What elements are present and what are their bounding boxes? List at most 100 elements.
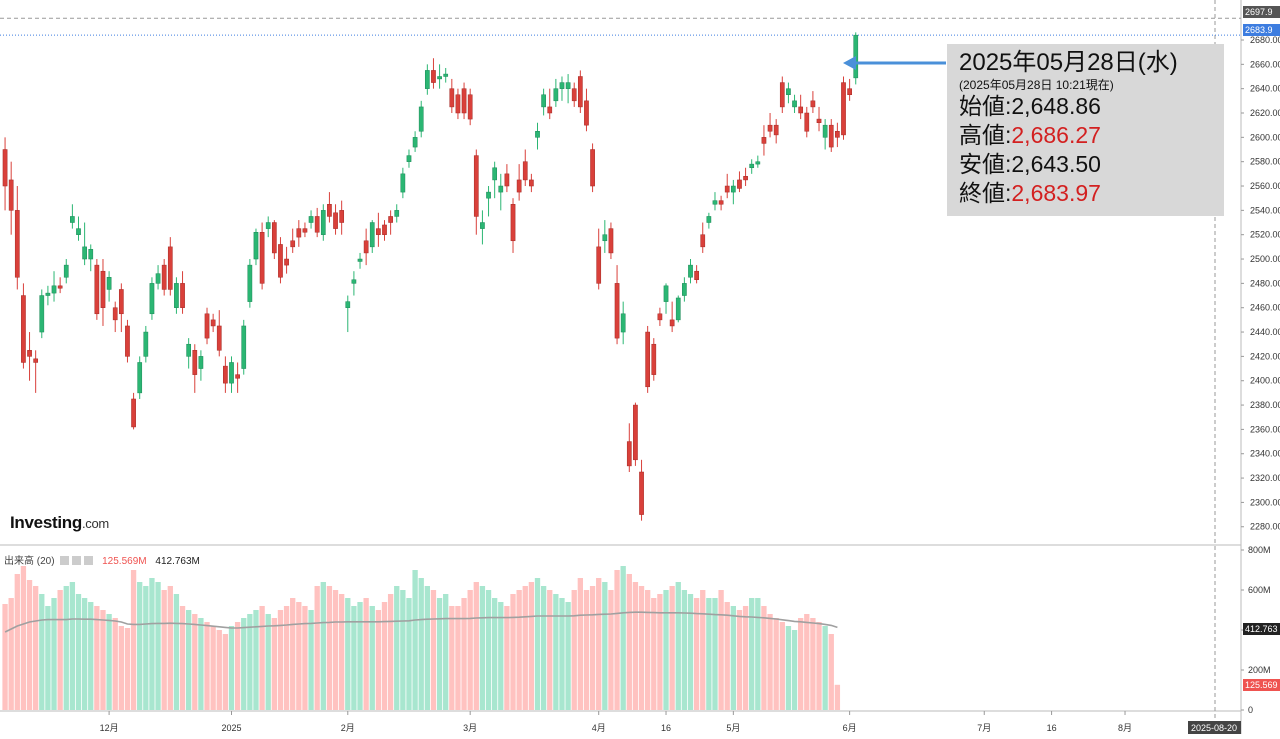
volume-average-value: 412.763M: [155, 556, 200, 567]
volume-bar: [510, 594, 516, 710]
volume-bar: [57, 590, 63, 710]
info-value-close: 2,683.97: [1011, 180, 1101, 206]
volume-bar: [583, 590, 590, 710]
price-tick-label: 2660.00: [1250, 59, 1280, 69]
legend-close-icon[interactable]: [84, 556, 94, 565]
volume-bar: [149, 578, 155, 710]
overlay-layer: [843, 56, 946, 70]
candle-body: [633, 404, 638, 461]
volume-bar: [645, 590, 651, 710]
info-sep: :: [1005, 122, 1012, 148]
time-tick-label: 2月: [341, 723, 355, 733]
price-tick-label: 2620.00: [1250, 108, 1280, 118]
volume-bar: [259, 606, 265, 710]
candle-body: [271, 222, 277, 254]
candle-body: [700, 234, 706, 248]
candle-body: [626, 441, 632, 467]
info-label: 高値: [959, 122, 1005, 148]
volume-bar: [791, 630, 798, 710]
candle-body: [565, 82, 571, 89]
candle-body: [492, 167, 498, 181]
volume-bar: [290, 598, 296, 710]
candle-body: [21, 295, 26, 363]
legend-settings-icon[interactable]: [60, 556, 70, 565]
volume-bar: [571, 590, 577, 710]
volume-bar: [669, 586, 675, 710]
candle-body: [216, 325, 222, 351]
candle-body: [27, 350, 32, 357]
volume-bar: [651, 598, 657, 710]
volume-bar: [534, 578, 541, 710]
candle-body: [559, 82, 565, 89]
volume-bar: [675, 582, 681, 710]
volume-tick-label: 0: [1248, 705, 1253, 715]
candle-body: [718, 200, 724, 205]
volume-bar: [553, 594, 559, 710]
candle-body: [308, 216, 314, 223]
candle-body: [504, 173, 510, 187]
volume-bar: [2, 604, 8, 710]
volume-bar: [773, 618, 779, 710]
time-tick-label: 7月: [977, 723, 991, 733]
volume-bar: [137, 582, 143, 710]
volume-bar: [357, 602, 363, 710]
info-row-high: 高値:2,686.27: [959, 121, 1212, 150]
info-label: 始値: [959, 93, 1005, 119]
candle-body: [645, 331, 651, 388]
info-label: 安値: [959, 151, 1005, 177]
volume-bar: [302, 606, 308, 710]
candle-body: [694, 270, 699, 280]
candle-body: [155, 273, 161, 284]
volume-bar: [351, 606, 357, 710]
volume-bar: [88, 602, 94, 710]
info-value-high: 2,686.27: [1011, 122, 1101, 148]
candle-body: [45, 292, 51, 296]
volume-bar: [51, 598, 57, 710]
candle-body: [663, 285, 669, 302]
time-tick-label: 6月: [843, 723, 857, 733]
candle-body: [461, 88, 467, 114]
volume-bar: [449, 606, 455, 710]
candle-body: [749, 163, 755, 169]
candle-body: [376, 228, 381, 235]
volume-bar: [706, 598, 712, 710]
candle-body: [118, 289, 124, 315]
volume-current-value: 125.569M: [102, 556, 147, 567]
info-label: 終値: [959, 180, 1005, 206]
candle-body: [571, 88, 577, 102]
candle-body: [590, 149, 595, 187]
volume-bar: [406, 598, 412, 710]
candle-body: [773, 124, 779, 136]
candle-body: [602, 234, 608, 242]
candle-body: [351, 279, 357, 284]
volume-bar: [424, 586, 430, 710]
legend-visibility-icon[interactable]: [72, 556, 82, 565]
candle-body: [265, 222, 271, 229]
candle-body: [767, 124, 773, 132]
candle-body: [443, 73, 449, 77]
volume-bar: [228, 626, 235, 710]
price-tick-label: 2300.00: [1250, 497, 1280, 507]
candle-body: [253, 232, 259, 260]
candle-body: [76, 228, 81, 235]
volume-bar: [210, 626, 216, 710]
price-tick-label: 2480.00: [1250, 278, 1280, 288]
volume-bar: [596, 578, 602, 710]
candle-body: [94, 264, 100, 315]
candle-body: [345, 301, 351, 308]
price-tick-label: 2360.00: [1250, 424, 1280, 434]
price-tick-label: 2520.00: [1250, 230, 1280, 240]
price-tick-label: 2580.00: [1250, 157, 1280, 167]
candle-body: [847, 88, 852, 95]
candle-body: [786, 88, 791, 95]
candle-body: [522, 161, 528, 181]
price-axis: 2280.00 2300.00 2320.00 2340.00 2360.00 2380.…: [1241, 35, 1280, 532]
time-tick-label: 8月: [1118, 723, 1132, 733]
candle-body: [608, 228, 614, 254]
volume-bar: [749, 598, 755, 710]
volume-bar: [167, 586, 173, 710]
candle-body: [229, 362, 234, 384]
candle-body: [724, 185, 730, 193]
